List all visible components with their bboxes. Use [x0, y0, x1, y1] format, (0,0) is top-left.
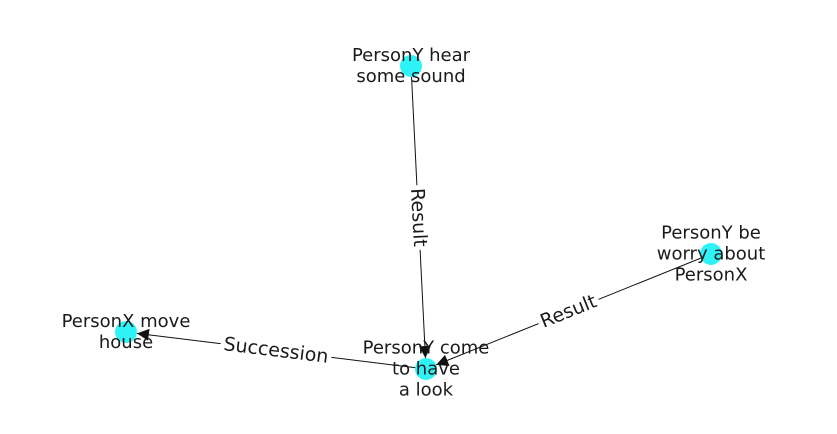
edge-labels-layer: Result Result Succession — [219, 184, 603, 370]
node-come — [415, 358, 437, 380]
node-label-hear: PersonY hear some sound — [352, 45, 471, 87]
node-label-move: PersonX move house — [62, 311, 191, 353]
node-label-line: worry about — [657, 244, 766, 265]
node-label-worry: PersonY be worry about PersonX — [657, 223, 766, 286]
node-label-line: PersonY be — [661, 223, 761, 244]
node-worry — [700, 243, 722, 265]
node-label-line: some sound — [356, 66, 465, 87]
node-label-line: house — [99, 332, 153, 353]
edge-label-group: Result — [404, 184, 433, 251]
node-label-line: PersonX move — [62, 311, 191, 332]
edge-label-background — [534, 288, 603, 335]
edge-label-group: Succession — [219, 331, 333, 370]
node-label-line: a look — [399, 380, 454, 401]
edge-label-group: Result — [534, 288, 603, 335]
node-label-line: PersonX — [675, 265, 748, 286]
edge-label-background — [404, 184, 433, 251]
node-label-line: to have — [392, 359, 460, 380]
node-move — [115, 321, 137, 343]
node-labels-layer: PersonY hear some sound PersonY be worry ab… — [62, 45, 766, 401]
edge-label: Result — [537, 290, 600, 332]
node-label-line: PersonY hear — [352, 45, 471, 66]
edge-label-background — [219, 331, 333, 370]
node-label-come: PersonY come to have a look — [363, 338, 490, 401]
edge-label: Result — [406, 188, 431, 248]
nodes-layer — [115, 55, 722, 380]
node-label-line: PersonY come — [363, 338, 490, 359]
node-hear — [400, 55, 422, 77]
edge-label: Succession — [222, 333, 329, 368]
